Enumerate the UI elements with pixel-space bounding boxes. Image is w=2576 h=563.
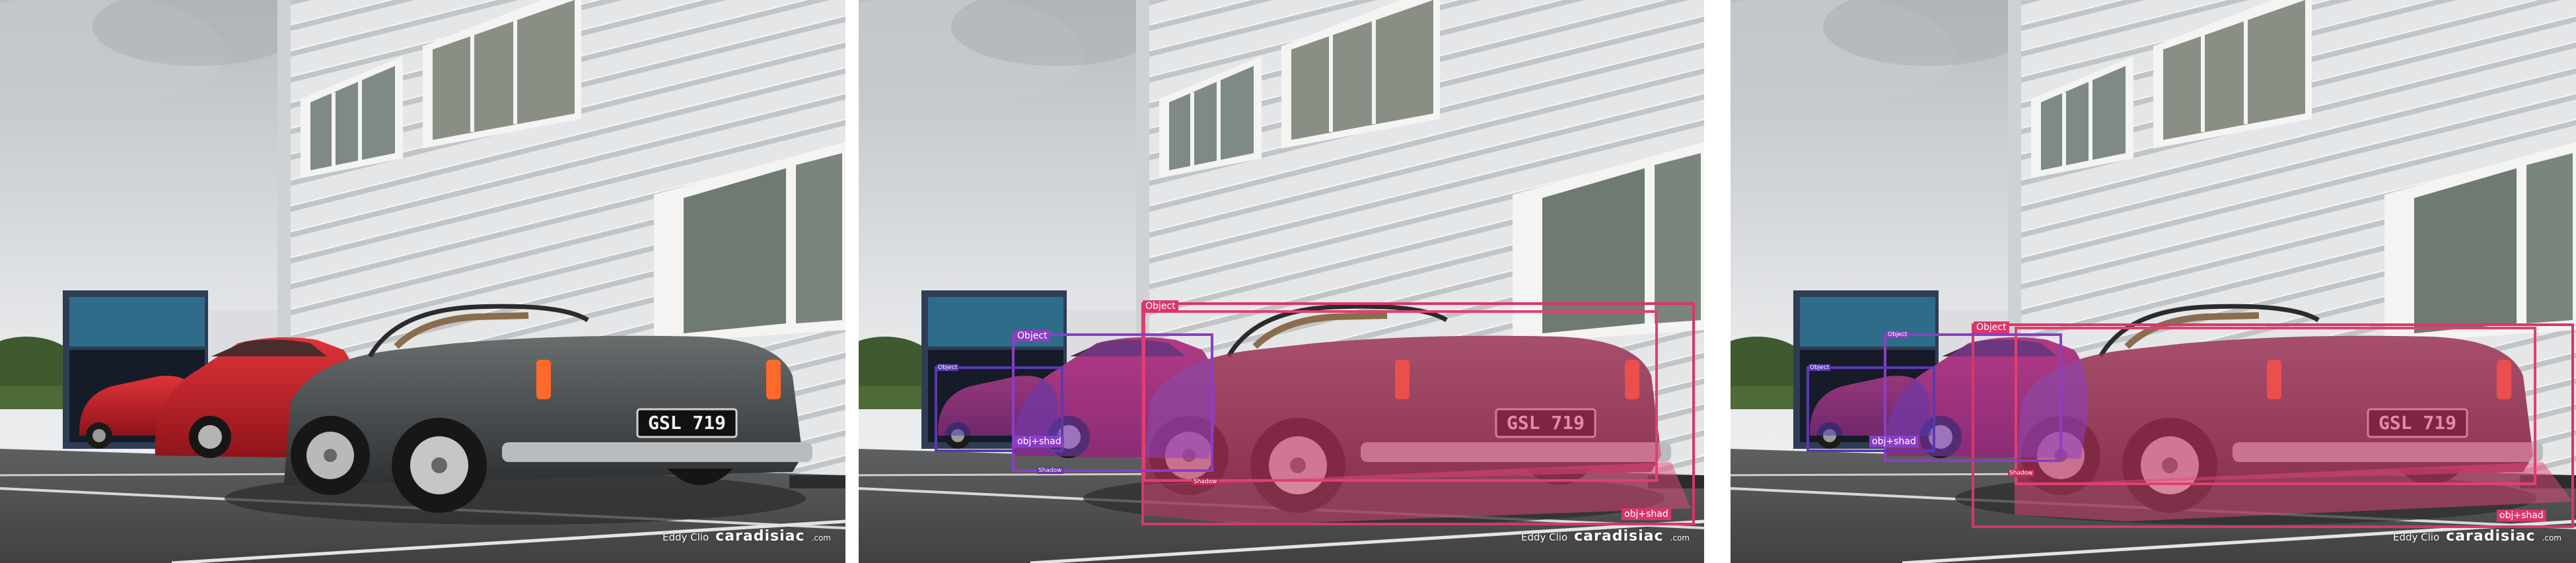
credit-brand: caradisiac: [2446, 528, 2536, 545]
bbox-mid-objshad: [1012, 333, 1213, 472]
label-main-objshad: obj+shad: [1622, 508, 1671, 520]
scene-photo: GSL 719: [0, 0, 845, 563]
label-far-object: Object: [937, 364, 959, 371]
object-mask-far: [937, 376, 1060, 436]
label-mid-shadow: Shadow: [1037, 467, 1063, 474]
object-mask-main: [2015, 335, 2533, 485]
label-main-shadow: Shadow: [1192, 479, 1219, 485]
credit-domain: .com: [2542, 533, 2561, 543]
bbox-far-object: [1807, 366, 1935, 452]
bbox-main-object: [2015, 327, 2536, 485]
object-mask-far: [1809, 376, 1932, 436]
scene-photo: GSL 719: [1731, 0, 2576, 563]
label-mid-object: Object: [1886, 331, 1909, 338]
photo-credit: Eddy Clio caradisiac .com: [2393, 528, 2561, 545]
label-mid-object: Object: [1015, 330, 1050, 342]
label-mid-objshad: obj+shad: [1015, 436, 1064, 447]
credit-brand: caradisiac: [715, 528, 805, 545]
credit-author: Eddy Clio: [662, 531, 709, 543]
scene-photo: GSL 719: [859, 0, 1704, 563]
bbox-mid-objshad: [1884, 333, 2062, 462]
photo-credit: Eddy Clio caradisiac .com: [1521, 528, 1690, 545]
photo-credit: Eddy Clio caradisiac .com: [662, 528, 831, 545]
label-main-object: Object: [1974, 321, 2009, 333]
bbox-far-object: [935, 366, 1063, 452]
panel-original: GSL 719 Eddy Clio caradisiac .com: [0, 0, 845, 563]
credit-domain: .com: [811, 533, 831, 543]
panel-annotated-1: GSL 719 Object obj+shad Shadow Object ob…: [859, 0, 1704, 563]
label-main-shadow: Shadow: [2008, 470, 2034, 477]
object-mask-mid: [1885, 337, 2088, 459]
credit-author: Eddy Clio: [2392, 531, 2440, 543]
bbox-main-objshad: [1972, 323, 2574, 528]
label-mid-objshad: obj+shad: [1869, 436, 1919, 447]
panel-annotated-2: GSL 719 Object obj+shad Shadow Object ob…: [1731, 0, 2576, 563]
bbox-main-object: [1143, 310, 1658, 482]
credit-author: Eddy Clio: [1521, 531, 1568, 543]
license-plate: GSL 719: [648, 412, 726, 434]
object-mask-mid: [1013, 337, 1216, 459]
label-far-object: Object: [1808, 364, 1831, 371]
object-mask-main: [1143, 335, 1661, 485]
label-main-objshad: obj+shad: [2497, 510, 2546, 521]
shadow-mask-main: [2015, 462, 2573, 521]
credit-domain: .com: [1670, 533, 1690, 543]
credit-brand: caradisiac: [1574, 528, 1664, 545]
label-main-object: Object: [1143, 300, 1178, 312]
shadow-mask-main: [1143, 462, 1691, 525]
